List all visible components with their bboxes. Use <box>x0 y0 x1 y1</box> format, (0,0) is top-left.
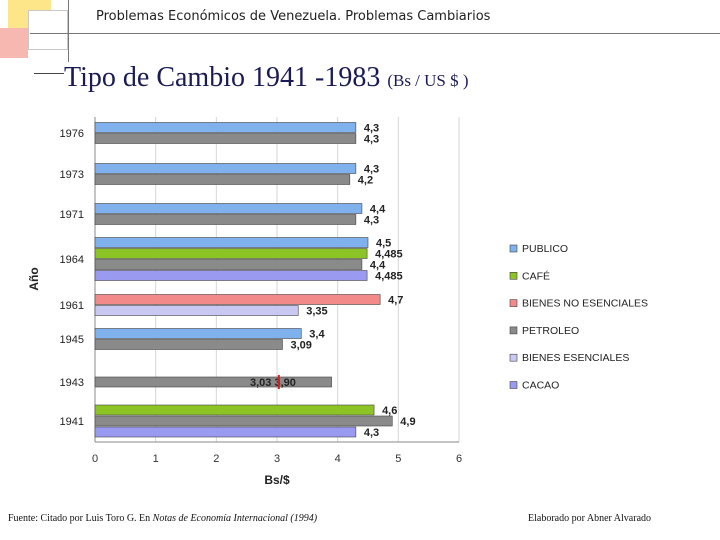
data-label: 4,6 <box>382 405 397 417</box>
bar-cacao <box>94 270 368 281</box>
decor-pink-square <box>0 28 28 58</box>
data-label: 3,35 <box>306 306 327 318</box>
x-tick-label: 2 <box>213 453 219 465</box>
legend-swatch <box>509 271 518 280</box>
x-tick-label: 5 <box>395 453 401 465</box>
y-tick-label: 1943 <box>60 377 84 389</box>
bar-petroleo <box>94 174 351 185</box>
y-tick-label: 1964 <box>60 254 84 266</box>
y-tick-label: 1973 <box>60 169 84 181</box>
y-tick-label: 1971 <box>60 209 84 221</box>
title-rule <box>34 73 64 74</box>
y-tick-label: 1961 <box>60 300 84 312</box>
data-label: 3,09 <box>290 340 311 352</box>
bar-cafe <box>94 248 368 259</box>
data-label: 4,485 <box>375 271 403 283</box>
data-label: 4,3 <box>364 123 379 135</box>
legend-swatch <box>509 381 518 389</box>
slide-title-unit: (Bs / US $ ) <box>387 71 469 90</box>
x-tick-label: 1 <box>153 453 159 465</box>
x-tick-label: 4 <box>335 453 341 465</box>
bar-petroleo <box>94 214 357 225</box>
data-label: 4,3 <box>364 134 379 146</box>
slide-title-main: Tipo de Cambio 1941 -1983 <box>64 62 381 93</box>
data-label: 4,3 <box>364 164 379 176</box>
data-label: 4,9 <box>400 416 415 428</box>
header-vertical-rule <box>68 0 69 62</box>
slide-header: Problemas Económicos de Venezuela. Probl… <box>96 9 491 24</box>
bar-publico <box>94 163 357 174</box>
data-label: 4,4 <box>370 260 386 272</box>
data-label: 4,5 <box>376 238 391 250</box>
data-label: 3,4 <box>309 329 325 341</box>
x-tick-label: 6 <box>456 453 462 465</box>
bar-publico <box>94 237 369 248</box>
bar-publico <box>94 122 357 133</box>
y-axis-title: Año <box>27 267 41 290</box>
legend-label: PETROLEO <box>522 325 579 337</box>
bar-petroleo <box>94 259 363 270</box>
data-label: 4,2 <box>358 175 373 187</box>
y-tick-label: 1941 <box>60 416 84 428</box>
y-tick-label: 1945 <box>60 334 84 346</box>
data-label: 4,3 <box>364 427 379 439</box>
legend-label: BIENES NO ESENCIALES <box>522 298 648 310</box>
bar-publico <box>94 328 302 339</box>
author-credit: Elaborado por Abner Alvarado <box>528 513 652 524</box>
y-tick-label: 1976 <box>60 128 84 140</box>
x-tick-label: 0 <box>92 453 98 465</box>
legend-label: CAFÉ <box>522 269 550 282</box>
legend-swatch <box>509 244 518 253</box>
source-note: Fuente: Citado por Luis Toro G. En Notas… <box>8 513 317 524</box>
data-label: 4,4 <box>370 204 386 216</box>
data-label: 4,3 <box>364 215 379 227</box>
data-label: 4,485 <box>375 249 403 261</box>
bar-petroleo <box>94 339 283 350</box>
data-label: 4,7 <box>388 295 403 307</box>
source-publication: Notas de Economía Internacional (1994) <box>152 513 318 524</box>
bar-petroleo <box>94 376 332 388</box>
bar-cacao <box>94 426 357 438</box>
legend-label: PUBLICO <box>522 243 568 255</box>
bar-publico <box>94 203 363 214</box>
legend-label: BIENES ESENCIALES <box>522 352 629 364</box>
legend-swatch <box>509 326 518 335</box>
bar-petroleo <box>94 133 357 144</box>
data-label: 3,03 3,90 <box>250 377 296 389</box>
bar-bienes_no_esenciales <box>94 294 381 305</box>
bar-bienes_esenciales <box>94 305 299 316</box>
legend-swatch <box>509 299 518 307</box>
decor-outline-square <box>28 10 68 50</box>
source-prefix: Fuente: Citado por Luis Toro G. En <box>8 513 153 524</box>
x-axis-title: Bs/$ <box>264 473 290 487</box>
bar-cafe <box>94 404 375 416</box>
legend-swatch <box>509 353 518 362</box>
header-rule <box>30 33 720 34</box>
x-tick-label: 3 <box>274 453 280 465</box>
bar-petroleo <box>94 415 393 427</box>
slide-title: Tipo de Cambio 1941 -1983 (Bs / US $ ) <box>64 62 469 94</box>
legend-label: CACAO <box>522 380 559 392</box>
